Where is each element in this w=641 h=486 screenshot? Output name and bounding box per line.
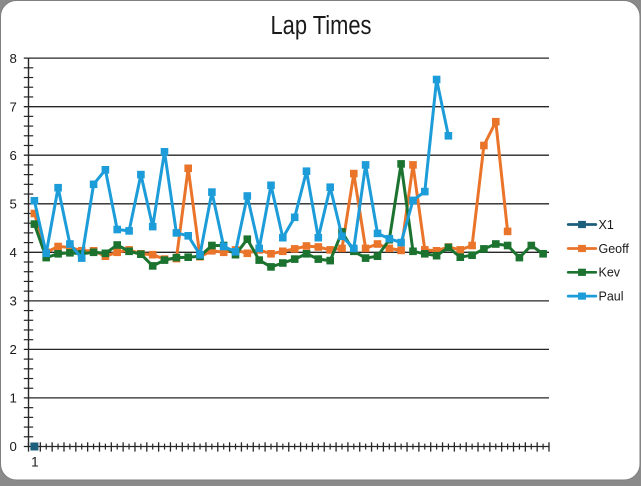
svg-text:Lap Times: Lap Times xyxy=(271,12,372,40)
svg-text:X1: X1 xyxy=(599,218,614,232)
svg-text:Paul: Paul xyxy=(599,289,624,303)
svg-text:6: 6 xyxy=(9,148,16,163)
svg-text:7: 7 xyxy=(9,99,16,114)
svg-text:3: 3 xyxy=(9,294,16,309)
svg-text:Geoff: Geoff xyxy=(599,242,630,256)
svg-text:1: 1 xyxy=(31,455,39,470)
svg-text:0: 0 xyxy=(9,439,16,454)
svg-text:1: 1 xyxy=(9,391,16,406)
svg-text:5: 5 xyxy=(9,196,16,211)
svg-text:4: 4 xyxy=(9,245,16,260)
svg-text:2: 2 xyxy=(9,342,16,357)
svg-text:Kev: Kev xyxy=(599,266,621,280)
svg-text:8: 8 xyxy=(9,51,16,66)
